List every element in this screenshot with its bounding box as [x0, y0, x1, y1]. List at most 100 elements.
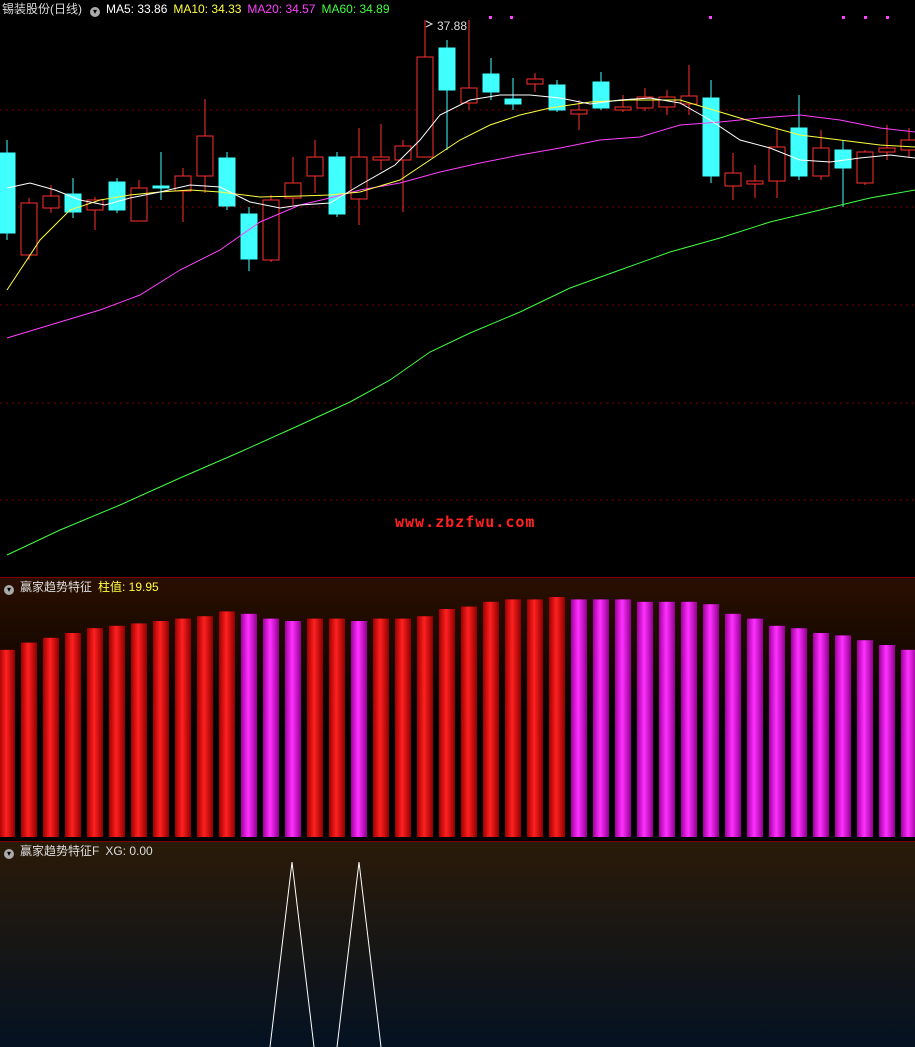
xg-spike-2 — [336, 861, 382, 1047]
high-marker-label: 37.88 — [437, 19, 467, 33]
price-chart-pane[interactable]: 锡装股份(日线) ▾ MA5: 33.86 MA10: 34.33 MA20: 34.5… — [0, 0, 915, 577]
xg-spike-1 — [269, 861, 315, 1047]
xg-header: ▾ 赢家趋势特征F XG: 0.00 — [0, 842, 159, 860]
indicator-bar — [175, 618, 191, 837]
high-marker — [425, 20, 434, 28]
indicator-bar — [725, 613, 741, 837]
candle — [680, 65, 698, 115]
indicator-bar — [395, 618, 411, 837]
indicator-bar — [439, 609, 455, 837]
candle — [416, 20, 434, 158]
indicator-bar — [197, 616, 213, 837]
indicator-bar — [461, 606, 477, 837]
candle — [438, 40, 456, 150]
candle — [878, 125, 896, 160]
candle — [482, 58, 500, 100]
candle — [614, 95, 632, 112]
candle — [592, 72, 610, 110]
ma5-label: MA5: 33.86 — [106, 2, 168, 16]
xg-title: 赢家趋势特征F — [20, 844, 100, 858]
indicator-bar — [285, 621, 301, 837]
candle — [20, 198, 38, 260]
signal-dots — [489, 16, 889, 19]
indicator-title: 赢家趋势特征 — [20, 580, 93, 594]
indicator-bar — [65, 633, 81, 837]
stock-title: 锡装股份(日线) — [2, 2, 82, 16]
indicator-bar — [307, 618, 323, 837]
indicator-bar — [263, 618, 279, 837]
candle — [306, 140, 324, 193]
candle — [284, 157, 302, 205]
indicator-bar — [153, 621, 169, 837]
indicator-bar — [637, 601, 653, 837]
indicator-bar — [703, 604, 719, 837]
candle — [42, 185, 60, 213]
candle — [240, 207, 258, 271]
candle — [196, 99, 214, 193]
candle — [174, 168, 192, 222]
indicator-bar — [21, 642, 37, 837]
candle — [130, 180, 148, 222]
candle — [746, 165, 764, 198]
indicator-bar — [483, 601, 499, 837]
candle — [526, 73, 544, 92]
candles — [0, 20, 915, 271]
candle — [724, 153, 742, 200]
indicator-bar — [615, 599, 631, 837]
indicator-bar — [351, 621, 367, 837]
candle — [856, 150, 874, 185]
candle — [372, 124, 390, 170]
indicator-bar — [131, 623, 147, 837]
ma20-label: MA20: 34.57 — [247, 2, 316, 16]
candle — [218, 152, 236, 210]
ma60-line — [6, 189, 915, 556]
indicator-bar — [593, 599, 609, 837]
candle — [790, 95, 808, 180]
indicator-bar — [373, 618, 389, 837]
candle — [328, 152, 346, 217]
candlestick-chart: 37.88 — [0, 16, 915, 556]
price-chart-header: 锡装股份(日线) ▾ MA5: 33.86 MA10: 34.33 MA20: 34.5… — [0, 0, 396, 18]
indicator-bar — [879, 645, 895, 837]
candle — [262, 195, 280, 262]
indicator-header: ▾ 赢家趋势特征 柱值: 19.95 — [0, 578, 165, 596]
indicator-bar — [87, 628, 103, 837]
indicator-bars — [0, 597, 915, 837]
trend-indicator-pane[interactable]: ▾ 赢家趋势特征 柱值: 19.95 — [0, 577, 915, 842]
ma5-line — [6, 94, 915, 209]
indicator-value-label: 柱值: 19.95 — [98, 580, 159, 594]
indicator-bar — [329, 618, 345, 837]
indicator-bar — [571, 599, 587, 837]
indicator-bar — [813, 633, 829, 837]
candle — [0, 140, 16, 240]
xg-signal-pane[interactable]: ▾ 赢家趋势特征F XG: 0.00 — [0, 841, 915, 1047]
indicator-bar — [43, 637, 59, 837]
candle — [768, 128, 786, 198]
chevron-down-icon[interactable]: ▾ — [4, 849, 14, 859]
candle — [702, 80, 720, 183]
ma10-label: MA10: 34.33 — [173, 2, 242, 16]
chevron-down-icon[interactable]: ▾ — [4, 585, 14, 595]
indicator-bar — [791, 628, 807, 837]
indicator-bar — [769, 625, 785, 837]
candle — [108, 178, 126, 213]
candle — [394, 140, 412, 212]
ma10-line — [6, 99, 915, 291]
indicator-bar — [0, 649, 15, 837]
indicator-bar — [219, 611, 235, 837]
ma20-line — [6, 114, 915, 339]
chevron-down-icon[interactable]: ▾ — [90, 7, 100, 17]
indicator-bar — [417, 616, 433, 837]
indicator-bar — [241, 613, 257, 837]
indicator-bar — [109, 625, 125, 837]
indicator-bar — [527, 599, 543, 837]
indicator-bar — [747, 618, 763, 837]
watermark-text: www.zbzfwu.com — [395, 513, 536, 531]
indicator-bar — [857, 640, 873, 837]
xg-value-label: XG: 0.00 — [105, 844, 153, 858]
candle — [350, 128, 368, 225]
candle — [834, 140, 852, 207]
candle — [900, 128, 915, 158]
grid-lines — [0, 109, 915, 501]
candle — [504, 78, 522, 110]
